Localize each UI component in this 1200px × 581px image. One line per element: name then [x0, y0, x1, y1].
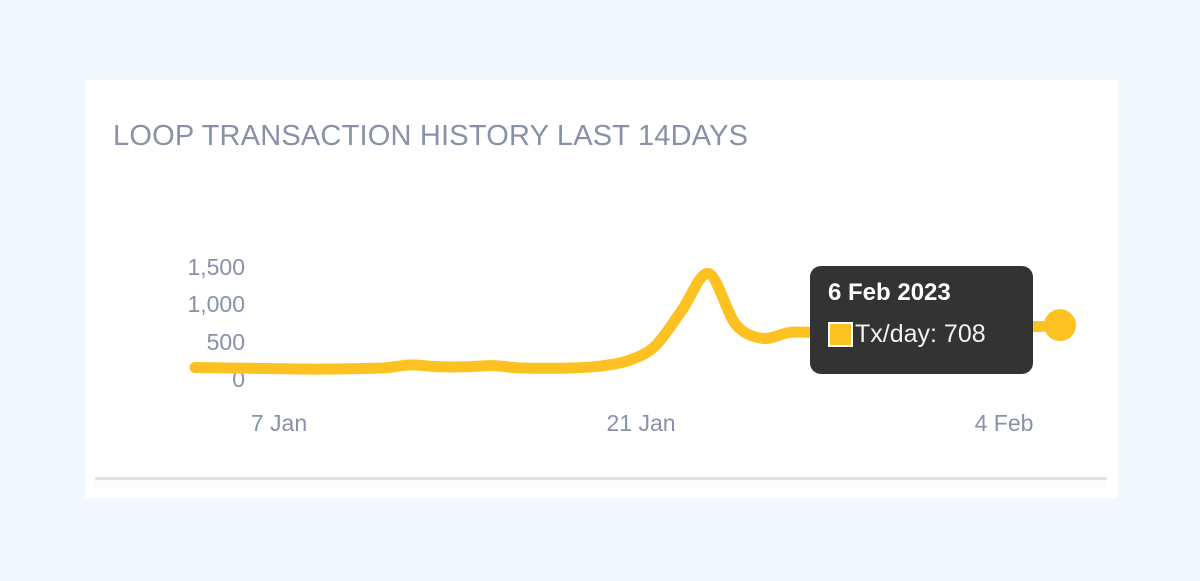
chart-tooltip: 6 Feb 2023 Tx/day: 708 [810, 266, 1033, 374]
chart-card: LOOP TRANSACTION HISTORY LAST 14DAYS 1,5… [85, 80, 1118, 498]
series-end-point-marker [1044, 309, 1076, 342]
y-axis-label-500: 500 [206, 329, 245, 355]
y-axis-label-1000: 1,000 [187, 291, 245, 317]
tooltip-color-swatch-icon [828, 322, 853, 348]
x-axis-label-7-jan: 7 Jan [250, 410, 308, 436]
page-title: LOOP TRANSACTION HISTORY LAST 14DAYS [113, 120, 749, 152]
x-axis-label-4-feb: 4 Feb [974, 410, 1034, 436]
tooltip-date: 6 Feb 2023 [828, 279, 951, 306]
tooltip-series-row: Tx/day: 708 [828, 320, 1017, 349]
card-divider [95, 477, 1107, 480]
tooltip-series-value: Tx/day: 708 [855, 320, 986, 349]
y-axis-label-1500: 1,500 [187, 254, 245, 280]
chart-plot-area[interactable]: 1,500 1,000 500 0 7 Jan 21 Jan 4 Feb [85, 80, 1118, 498]
card-divider-shadow [95, 480, 1107, 488]
x-axis-label-21-jan: 21 Jan [606, 410, 676, 436]
